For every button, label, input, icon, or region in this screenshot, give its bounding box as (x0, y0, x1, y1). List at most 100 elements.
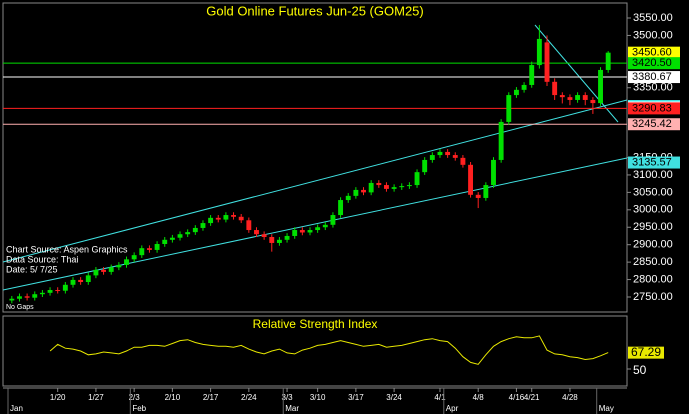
price-panel (2, 2, 628, 313)
candle-body (200, 223, 206, 228)
candle-body (422, 159, 428, 173)
candle-body (261, 234, 267, 238)
level-label: 3290.83 (632, 102, 672, 114)
y-tick-label: 3350.00 (633, 82, 673, 94)
candle-body (238, 216, 244, 221)
candle-body (406, 185, 412, 187)
candle-body (529, 65, 535, 85)
candle-body (384, 185, 389, 189)
candle-body (55, 290, 61, 292)
candle-body (307, 230, 313, 233)
candle-body (330, 215, 336, 225)
candle-body (338, 200, 344, 216)
candle-body (399, 186, 405, 188)
y-tick-label: 2800.00 (633, 273, 673, 285)
candle-body (536, 38, 542, 66)
level-label: 3450.60 (632, 47, 672, 59)
level-label: 3420.50 (632, 57, 672, 69)
candle-body (559, 95, 565, 98)
candle-body (491, 159, 496, 186)
annotation: Chart Source: Aspen Graphics (6, 244, 128, 254)
level-label-bg (628, 156, 680, 169)
candle-body (70, 279, 76, 285)
candle-body (445, 151, 451, 156)
candle-body (62, 284, 68, 291)
candle-body (169, 237, 175, 240)
candle-body (231, 215, 236, 217)
candle-body (139, 248, 145, 256)
y-tick-label: 3550.00 (633, 12, 673, 24)
candle-body (575, 95, 581, 100)
x-tick-label: 3/24 (386, 393, 402, 402)
x-tick-label: 2/3 (129, 393, 141, 402)
rsi-last-label: 67.29 (631, 345, 661, 359)
candle-body (521, 84, 527, 90)
candle-body (131, 255, 137, 260)
candle-body (506, 95, 512, 122)
x-tick-label: 2/24 (241, 393, 257, 402)
candle-body (475, 194, 481, 198)
month-label: Feb (132, 404, 146, 413)
candle-body (162, 239, 168, 244)
candle-body (39, 292, 45, 295)
candle-body (269, 237, 275, 243)
candle-body (483, 185, 489, 198)
candle-body (32, 294, 38, 298)
x-tick-label: 3/17 (348, 393, 364, 402)
candle-body (246, 220, 252, 231)
x-tick-label: 1/20 (50, 393, 66, 402)
candle-body (544, 42, 550, 82)
candle-body (361, 189, 366, 193)
x-tick-label: 4/21 (524, 393, 540, 402)
trendline (2, 157, 628, 291)
candle-body (590, 99, 596, 104)
candle-body (24, 296, 30, 298)
candle-body (254, 230, 259, 235)
x-tick-label: 4/8 (473, 393, 485, 402)
candle-body (498, 121, 504, 160)
rsi-title: Relative Strength Index (253, 317, 378, 331)
y-tick-label: 3100.00 (633, 169, 673, 181)
rsi-panel (2, 315, 628, 387)
level-label: 3380.67 (632, 71, 672, 83)
y-tick-label: 3000.00 (633, 204, 673, 216)
x-tick-label: 1/27 (88, 393, 104, 402)
candle-body (177, 234, 183, 238)
level-label-bg (628, 102, 680, 115)
rsi-line (49, 335, 609, 365)
x-tick-label: 2/17 (203, 393, 219, 402)
rsi-y-tick-label: 50 (633, 363, 647, 377)
y-tick-label: 2900.00 (633, 239, 673, 251)
x-tick-label: 2/10 (165, 393, 181, 402)
candle-body (429, 155, 435, 160)
level-label-bg (628, 46, 680, 59)
x-tick-label: 4/28 (562, 393, 578, 402)
candle-body (468, 164, 474, 195)
month-label: May (599, 404, 614, 413)
month-label: Mar (285, 404, 299, 413)
candle-body (276, 239, 282, 243)
candle-body (223, 215, 229, 220)
rsi-last-bg (628, 346, 664, 359)
candle-body (552, 81, 558, 96)
month-label: Jan (10, 404, 23, 413)
candle-body (47, 290, 53, 293)
candle-body (85, 275, 91, 283)
y-tick-label: 2750.00 (633, 291, 673, 303)
candle-body (437, 151, 443, 156)
x-tick-label: 3/3 (282, 393, 294, 402)
candle-body (208, 217, 214, 224)
level-label: 3135.57 (632, 156, 672, 168)
candle-body (582, 95, 588, 100)
candle-body (605, 52, 611, 70)
candle-body (185, 232, 191, 235)
candle-body (154, 243, 160, 250)
candle-body (78, 279, 84, 283)
candle-body (9, 298, 15, 301)
candle-body (108, 267, 114, 272)
y-tick-label: 2850.00 (633, 256, 673, 268)
candle-body (353, 189, 359, 196)
candle-body (567, 97, 573, 100)
candle-body (93, 269, 99, 276)
candle-body (215, 217, 221, 220)
